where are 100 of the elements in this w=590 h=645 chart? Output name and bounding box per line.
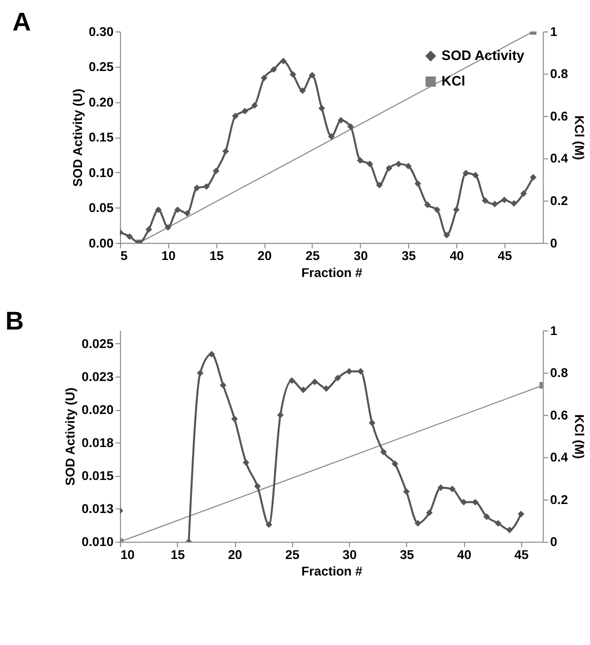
x-tick-label: 45 bbox=[514, 547, 529, 562]
point bbox=[280, 58, 287, 64]
y-axis-title: SOD Activity (U) bbox=[70, 88, 85, 187]
point bbox=[232, 112, 239, 120]
point bbox=[266, 521, 272, 528]
y2-axis-title: KCl (M) bbox=[572, 115, 587, 160]
point bbox=[208, 350, 215, 358]
point bbox=[311, 378, 318, 386]
point bbox=[368, 420, 376, 426]
point bbox=[366, 160, 374, 168]
point bbox=[491, 200, 498, 208]
point bbox=[443, 232, 450, 238]
point bbox=[146, 226, 152, 233]
y2-tick-label: 0.2 bbox=[550, 492, 568, 507]
y-tick-label: 0.013 bbox=[82, 501, 114, 516]
point bbox=[460, 498, 468, 506]
point bbox=[453, 206, 460, 214]
point bbox=[404, 162, 412, 170]
point bbox=[328, 133, 335, 140]
y2-tick-label: 0.2 bbox=[550, 193, 568, 208]
point bbox=[501, 196, 508, 204]
legend-label: SOD Activity bbox=[442, 48, 525, 63]
x-tick-label: 10 bbox=[120, 547, 135, 562]
y2-axis-title: KCl (M) bbox=[572, 414, 587, 459]
point bbox=[194, 184, 200, 192]
point bbox=[494, 520, 502, 527]
x-tick-label: 40 bbox=[450, 248, 464, 264]
point bbox=[530, 174, 536, 181]
chart-title: A bbox=[12, 8, 31, 36]
y2-tick-label: 1 bbox=[550, 24, 558, 39]
point bbox=[518, 510, 524, 518]
point bbox=[438, 484, 444, 491]
x-tick-label: 10 bbox=[161, 248, 176, 264]
x-tick-label: 30 bbox=[342, 547, 357, 562]
point bbox=[472, 172, 479, 179]
point bbox=[403, 488, 410, 495]
point bbox=[222, 148, 229, 155]
x-tick-label: 25 bbox=[306, 248, 320, 264]
point bbox=[414, 180, 422, 187]
x-tick-label: 20 bbox=[228, 547, 242, 562]
point bbox=[196, 370, 204, 376]
point bbox=[164, 224, 172, 231]
point bbox=[510, 200, 518, 207]
y-tick-label: 0.30 bbox=[88, 24, 114, 39]
point bbox=[424, 202, 431, 208]
point bbox=[174, 206, 181, 214]
y-tick-label: 0.025 bbox=[82, 336, 114, 352]
x-tick-label: 40 bbox=[457, 547, 472, 562]
y-axis-title: SOD Activity (U) bbox=[62, 388, 78, 486]
point bbox=[483, 513, 490, 520]
point bbox=[254, 483, 261, 490]
y2-tick-label: 0.6 bbox=[550, 407, 568, 422]
point bbox=[277, 412, 284, 418]
point bbox=[184, 210, 191, 217]
point bbox=[288, 377, 296, 384]
point bbox=[318, 104, 326, 112]
point bbox=[395, 160, 402, 168]
y-tick-label: 0.020 bbox=[82, 402, 114, 418]
point bbox=[448, 486, 456, 492]
y-tick-label: 0.05 bbox=[88, 200, 114, 216]
x-tick-label: 20 bbox=[258, 248, 272, 264]
point bbox=[520, 190, 527, 197]
point bbox=[347, 123, 354, 130]
point bbox=[392, 460, 398, 468]
y2-tick-label: 1 bbox=[550, 322, 558, 338]
point bbox=[322, 385, 330, 392]
point bbox=[220, 382, 226, 389]
point bbox=[414, 520, 422, 527]
point bbox=[376, 182, 383, 188]
point bbox=[300, 386, 307, 394]
point bbox=[203, 183, 210, 190]
point bbox=[472, 498, 478, 506]
point bbox=[299, 87, 306, 94]
point bbox=[308, 72, 316, 78]
y2-tick-label: 0.4 bbox=[550, 150, 569, 166]
point bbox=[506, 526, 513, 534]
x-tick-label: 35 bbox=[400, 547, 414, 562]
chart-title: B bbox=[5, 307, 24, 336]
x-axis-title: Fraction # bbox=[301, 564, 362, 579]
y2-tick-label: 0.8 bbox=[550, 66, 568, 82]
x-tick-label: 45 bbox=[498, 248, 512, 264]
x-tick-label: 35 bbox=[402, 248, 416, 264]
y-tick-label: 0.10 bbox=[88, 164, 114, 180]
point bbox=[251, 102, 258, 109]
legend-label: KCl bbox=[442, 74, 466, 89]
x-tick-label: 15 bbox=[170, 547, 185, 562]
y-tick-label: 0.010 bbox=[82, 534, 114, 550]
y2-tick-label: 0.4 bbox=[550, 450, 569, 465]
x-tick-label: 5 bbox=[120, 248, 128, 264]
y-tick-label: 0.015 bbox=[82, 468, 114, 484]
point bbox=[242, 108, 248, 114]
point bbox=[482, 197, 488, 204]
y-tick-label: 0.00 bbox=[88, 235, 114, 250]
point bbox=[338, 116, 344, 124]
point bbox=[380, 448, 387, 456]
point bbox=[155, 206, 162, 214]
point bbox=[434, 206, 440, 214]
point bbox=[212, 168, 220, 174]
y-tick-label: 0.25 bbox=[88, 59, 114, 74]
point bbox=[290, 71, 296, 78]
